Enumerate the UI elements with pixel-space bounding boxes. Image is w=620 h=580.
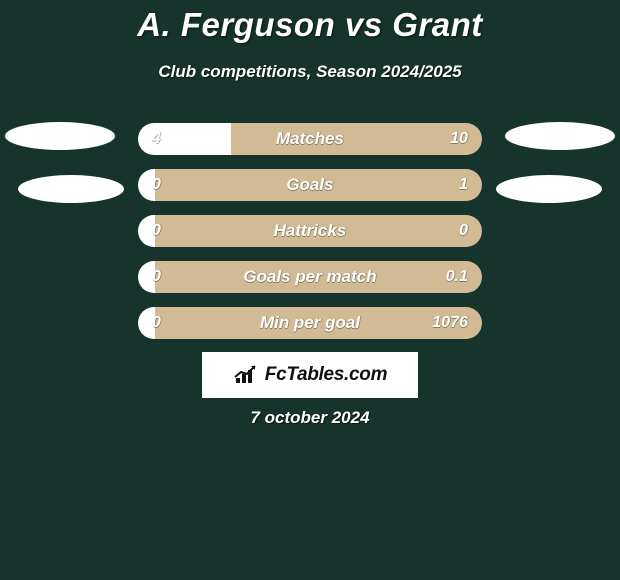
brand-chart-icon xyxy=(233,364,259,386)
stat-bar-left xyxy=(138,123,231,155)
stat-bar-right xyxy=(155,215,482,247)
stat-row: Goals01 xyxy=(138,169,482,201)
stats-bars: Matches410 Goals01 Hattricks00 Goals per ma… xyxy=(138,123,482,353)
stat-bar-left xyxy=(138,215,155,247)
date-text: 7 october 2024 xyxy=(0,408,620,428)
stat-row: Hattricks00 xyxy=(138,215,482,247)
stat-bar-left xyxy=(138,169,155,201)
right-player-logo-top xyxy=(505,122,615,150)
brand-text: FcTables.com xyxy=(265,364,387,386)
stat-bar-right xyxy=(231,123,482,155)
subtitle: Club competitions, Season 2024/2025 xyxy=(0,62,620,82)
page-title: A. Ferguson vs Grant xyxy=(0,6,620,44)
left-player-logo-bottom xyxy=(18,175,124,203)
stat-bar-right xyxy=(155,307,482,339)
right-player-logo-bottom xyxy=(496,175,602,203)
stat-row: Goals per match00.1 xyxy=(138,261,482,293)
stats-comparison-card: A. Ferguson vs Grant Club competitions, … xyxy=(0,0,620,580)
stat-row: Min per goal01076 xyxy=(138,307,482,339)
stat-bar-right xyxy=(155,169,482,201)
stat-bar-left xyxy=(138,307,155,339)
stat-bar-left xyxy=(138,261,155,293)
stat-row: Matches410 xyxy=(138,123,482,155)
brand-badge: FcTables.com xyxy=(202,352,418,398)
left-player-logo-top xyxy=(5,122,115,150)
stat-bar-right xyxy=(155,261,482,293)
